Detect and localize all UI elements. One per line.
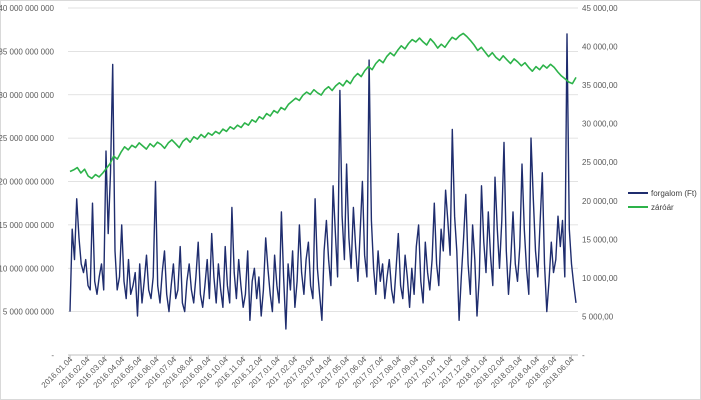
legend-label: forgalom (Ft): [651, 189, 697, 198]
series-line-forgalom: [69, 33, 577, 330]
legend: forgalom (Ft) záróár: [628, 189, 697, 212]
right-axis-tick-label: 35 000,00: [582, 81, 618, 90]
right-axis-tick-label: 15 000,00: [582, 235, 618, 244]
left-axis-tick-label: -: [51, 351, 54, 360]
series-layer: [69, 32, 577, 330]
left-axis-tick-label: 40 000 000 000: [0, 4, 55, 13]
right-axis-tick-label: 45 000,00: [582, 4, 618, 13]
left-axis-tick-label: 10 000 000 000: [0, 264, 55, 273]
left-axis-tick-label: 30 000 000 000: [0, 91, 55, 100]
left-axis-tick-label: 15 000 000 000: [0, 221, 55, 230]
left-axis-tick-label: 25 000 000 000: [0, 134, 55, 143]
right-axis-tick-label: 10 000,00: [582, 274, 618, 283]
right-axis-tick-label: 5 000,00: [582, 312, 614, 321]
left-axis-tick-label: 35 000 000 000: [0, 47, 55, 56]
left-axis-tick-label: 20 000 000 000: [0, 178, 55, 187]
right-axis-tick-label: 40 000,00: [582, 43, 618, 52]
right-axis-tick-label: 30 000,00: [582, 120, 618, 129]
legend-label: záróár: [651, 203, 674, 212]
axis-layer: - 5 000 000 000 10 000 000 000 15 000 000 0…: [0, 4, 618, 390]
right-axis-tick-label: -: [582, 351, 585, 360]
series-line-zaroar: [69, 32, 577, 180]
left-axis-tick-label: 5 000 000 000: [3, 308, 55, 317]
right-axis-tick-label: 20 000,00: [582, 197, 618, 206]
right-axis-tick-label: 25 000,00: [582, 158, 618, 167]
